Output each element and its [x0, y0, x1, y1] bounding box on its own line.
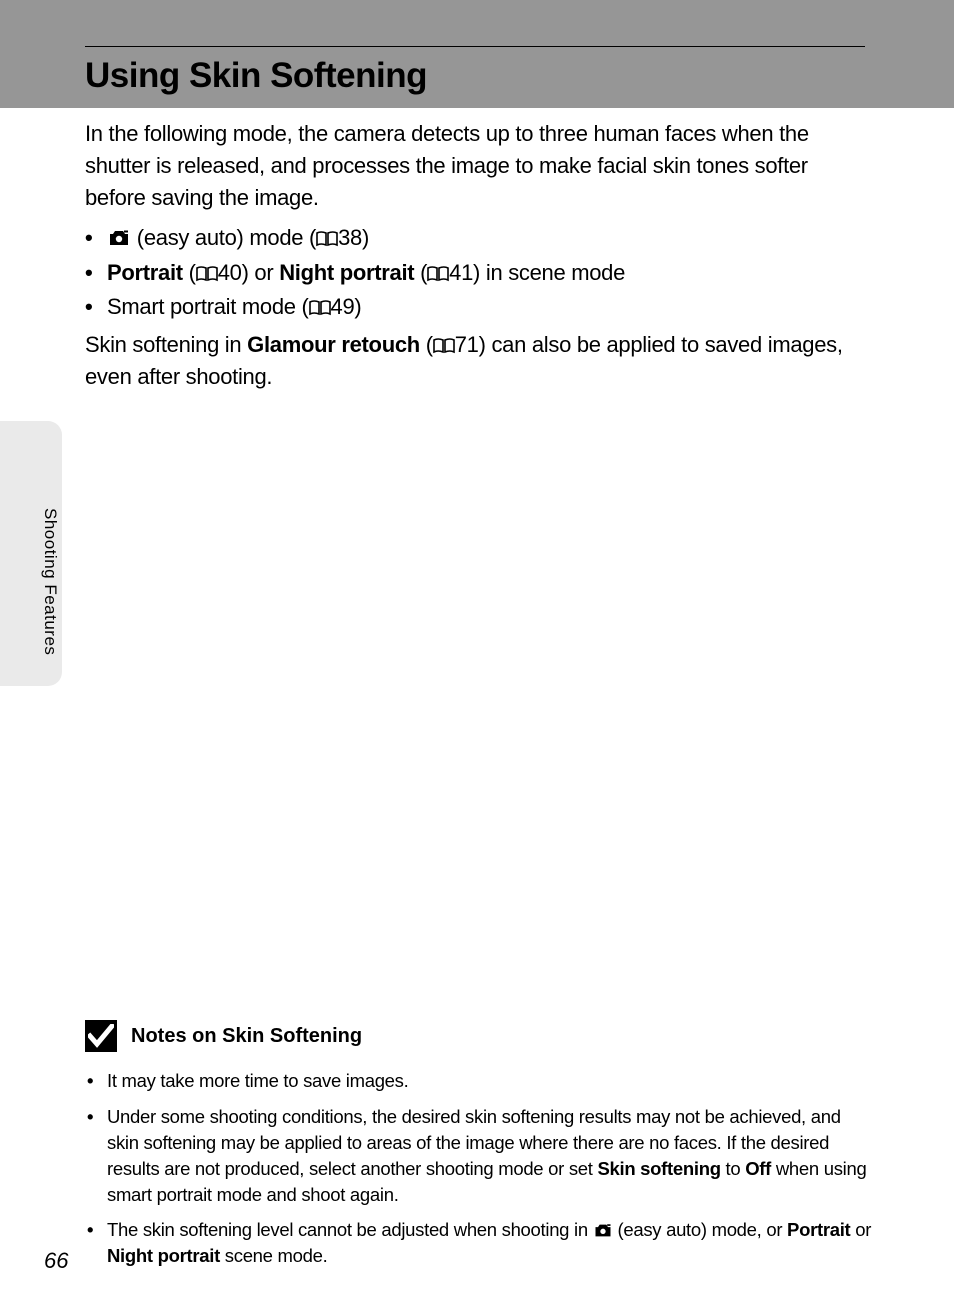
intro-paragraph: In the following mode, the camera detect…: [85, 118, 865, 214]
note-text: or: [850, 1219, 871, 1240]
bullet-text: Smart portrait mode (: [107, 294, 309, 319]
list-item: Smart portrait mode ( 49): [107, 291, 865, 323]
note-text: The skin softening level cannot be adjus…: [107, 1219, 593, 1240]
page-number: 66: [44, 1248, 68, 1274]
mode-bullet-list: (easy auto) mode ( 38) Portrait (40) or N…: [85, 222, 865, 324]
setting-name-skin-softening: Skin softening: [597, 1158, 720, 1179]
page-title: Using Skin Softening: [85, 56, 427, 96]
list-item: The skin softening level cannot be adjus…: [107, 1217, 875, 1269]
bullet-text: ) in scene mode: [473, 260, 625, 285]
paragraph-text: Skin softening in: [85, 332, 247, 357]
title-underline-rule: [85, 46, 865, 47]
page-ref: 40: [218, 260, 242, 285]
feature-name-glamour-retouch: Glamour retouch: [247, 332, 420, 357]
bullet-text: (easy auto) mode (: [131, 225, 316, 250]
note-text: scene mode.: [220, 1245, 327, 1266]
note-text: (easy auto) mode, or: [613, 1219, 787, 1240]
bullet-text: ): [354, 294, 361, 319]
bullet-text: (: [183, 260, 196, 285]
bullet-text: ) or: [242, 260, 280, 285]
book-icon: [309, 294, 331, 319]
list-item: (easy auto) mode ( 38): [107, 222, 865, 254]
mode-name-night-portrait: Night portrait: [107, 1245, 220, 1266]
list-item: Under some shooting conditions, the desi…: [107, 1104, 875, 1208]
main-content: In the following mode, the camera detect…: [85, 118, 865, 393]
notes-title: Notes on Skin Softening: [131, 1025, 362, 1048]
notes-bullet-list: It may take more time to save images. Un…: [85, 1068, 875, 1269]
setting-value-off: Off: [745, 1158, 771, 1179]
manual-page: Using Skin Softening In the following mo…: [0, 0, 954, 1314]
page-ref: 49: [331, 294, 355, 319]
camera-icon: [107, 225, 131, 250]
side-chapter-label: Shooting Features: [40, 508, 60, 655]
note-text: to: [721, 1158, 746, 1179]
page-ref: 41: [449, 260, 473, 285]
list-item: It may take more time to save images.: [107, 1068, 875, 1094]
camera-icon: [593, 1219, 613, 1240]
paragraph-text: (: [420, 332, 433, 357]
mode-name-portrait: Portrait: [787, 1219, 850, 1240]
book-icon: [316, 225, 338, 250]
note-text: It may take more time to save images.: [107, 1070, 408, 1091]
notes-header: Notes on Skin Softening: [85, 1020, 875, 1052]
book-icon: [433, 332, 455, 357]
mode-name-night-portrait: Night portrait: [279, 260, 414, 285]
page-ref: 38: [338, 225, 362, 250]
book-icon: [427, 260, 449, 285]
notes-section: Notes on Skin Softening It may take more…: [85, 1020, 875, 1279]
bullet-text: (: [414, 260, 427, 285]
book-icon: [196, 260, 218, 285]
list-item: Portrait (40) or Night portrait (41) in …: [107, 257, 865, 289]
after-paragraph: Skin softening in Glamour retouch (71) c…: [85, 329, 865, 393]
bullet-text: ): [362, 225, 369, 250]
checkmark-box-icon: [85, 1020, 117, 1052]
mode-name-portrait: Portrait: [107, 260, 183, 285]
page-ref: 71: [455, 332, 479, 357]
